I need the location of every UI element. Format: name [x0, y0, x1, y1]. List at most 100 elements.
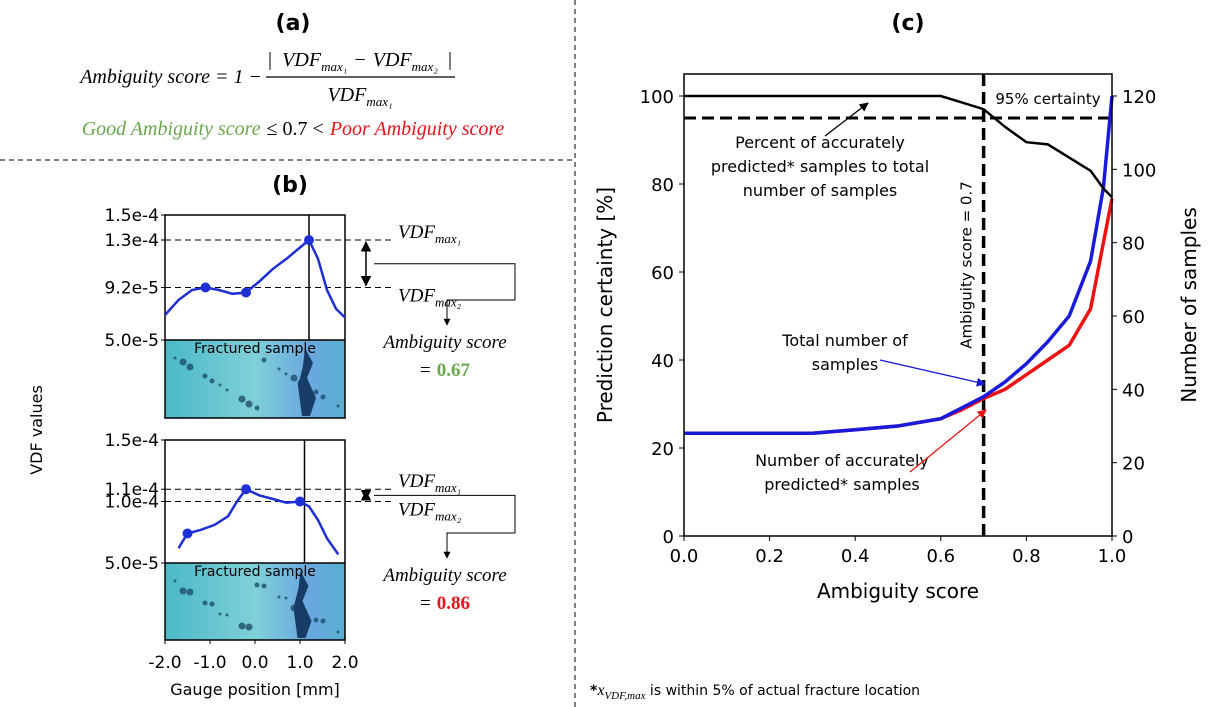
x-tick-label: 0.6 [926, 546, 955, 567]
annotation: predicted* samples to total [711, 157, 929, 176]
y2-tick-label: 60 [1122, 307, 1145, 328]
annotation: Number of accurately [755, 451, 929, 470]
pore [255, 406, 260, 411]
equals: = [420, 360, 431, 381]
y2-tick-label: 80 [1122, 234, 1145, 255]
score: = 0.67 [420, 360, 470, 381]
y-axis-label: VDF values [27, 385, 46, 475]
sub: max₁ [435, 480, 461, 495]
x-tick-label: 0.2 [755, 546, 784, 567]
annotation: Total number of [781, 331, 908, 350]
equation-lhs: Ambiguity score = 1 − [78, 66, 262, 88]
peak-marker [295, 497, 305, 507]
score-value: 0.86 [437, 593, 470, 614]
image-label: Fractured sample [194, 564, 316, 580]
pore [174, 580, 177, 583]
x-tick-label: 1.0 [286, 653, 313, 673]
panel-label: (c) [891, 11, 924, 36]
vdf: VDF [398, 500, 435, 521]
series-line [684, 199, 1112, 434]
pore [226, 614, 229, 617]
pore [203, 601, 208, 606]
pore [262, 358, 267, 363]
pore [226, 389, 229, 392]
annotation: samples [812, 355, 879, 374]
connector [374, 495, 515, 558]
pore [203, 374, 208, 379]
y2-tick-label: 40 [1122, 380, 1145, 401]
pore [321, 395, 326, 400]
peak-marker [183, 528, 193, 538]
annotation: Percent of accurately [735, 133, 905, 152]
annotation: predicted* samples [764, 475, 920, 494]
score-value: 0.67 [437, 360, 471, 381]
y-axis-label: Prediction certainty [%] [593, 187, 617, 423]
pore [321, 619, 326, 624]
vdf-max2: VDFmax₂ [398, 286, 462, 310]
equals: = [420, 593, 431, 614]
peak-marker [201, 283, 211, 293]
score-label: Ambiguity score [381, 565, 506, 586]
panel-label: (a) [276, 11, 311, 36]
pore [314, 618, 319, 623]
pore [285, 373, 288, 376]
x-tick-label: 0.4 [841, 546, 870, 567]
vdf: VDF [398, 286, 435, 307]
y-tick-label: 80 [651, 175, 674, 196]
pore [278, 368, 281, 371]
peak-marker [241, 484, 251, 494]
vdf-line [165, 240, 345, 318]
pore [246, 624, 253, 631]
x-tick-label: -2.0 [148, 653, 181, 673]
pore [314, 390, 319, 395]
pore [180, 588, 187, 595]
threshold-label: Ambiguity score = 0.7 [958, 181, 976, 349]
denominator: VDFmax₁ [327, 84, 392, 109]
pore [239, 623, 246, 630]
pore [187, 364, 194, 371]
x-axis-label: Ambiguity score [817, 579, 979, 603]
y-tick-label: 1.3e-4 [105, 231, 159, 251]
y-tick-label: 60 [651, 263, 674, 284]
vdf-max2: VDFmax₂ [398, 500, 462, 524]
pore [210, 379, 215, 384]
y-tick-label: 5.0e-5 [105, 554, 159, 574]
y-tick-label: 1.0e-4 [105, 493, 159, 513]
x-tick-label: -1.0 [193, 653, 226, 673]
pore [255, 583, 260, 588]
x-tick-label: 0.0 [670, 546, 699, 567]
vdf-line [179, 489, 339, 554]
panel-label: (b) [272, 173, 308, 198]
pore [187, 589, 194, 596]
panel-a: (a) Ambiguity score = 1 − VDFmax₁−VDFmax… [78, 11, 504, 140]
peak-marker [241, 288, 251, 298]
annotation-arrow [910, 410, 986, 472]
x-axis-label: Gauge position [mm] [170, 680, 340, 699]
pore [337, 631, 340, 634]
pore [262, 584, 267, 589]
x-tick-label: 0.8 [1012, 546, 1041, 567]
pore [174, 357, 177, 360]
y2-axis-label: Number of samples [1177, 207, 1201, 402]
vdf-max1: VDFmax₁ [398, 222, 461, 246]
pore [246, 401, 253, 408]
y-tick-label: 20 [651, 439, 674, 460]
y-tick-label: 100 [640, 87, 674, 108]
pore [291, 375, 298, 382]
annotation: number of samples [743, 181, 898, 200]
sub: max₂ [435, 509, 462, 524]
pore [180, 359, 187, 366]
y-tick-label: 1.5e-4 [105, 206, 159, 226]
annotation-arrow [880, 360, 985, 384]
figure: (a) Ambiguity score = 1 − VDFmax₁−VDFmax… [0, 0, 1209, 707]
pore [285, 597, 288, 600]
certainty-label: 95% certainty [995, 90, 1100, 108]
vdf: VDF [398, 471, 435, 492]
y2-tick-label: 100 [1122, 160, 1156, 181]
score: = 0.86 [420, 593, 470, 614]
pore [219, 384, 222, 387]
sub: max₁ [435, 231, 461, 246]
y-tick-label: 1.5e-4 [105, 431, 159, 451]
footnote: *xVDF,max is within 5% of actual fractur… [590, 682, 920, 702]
pore [278, 596, 281, 599]
